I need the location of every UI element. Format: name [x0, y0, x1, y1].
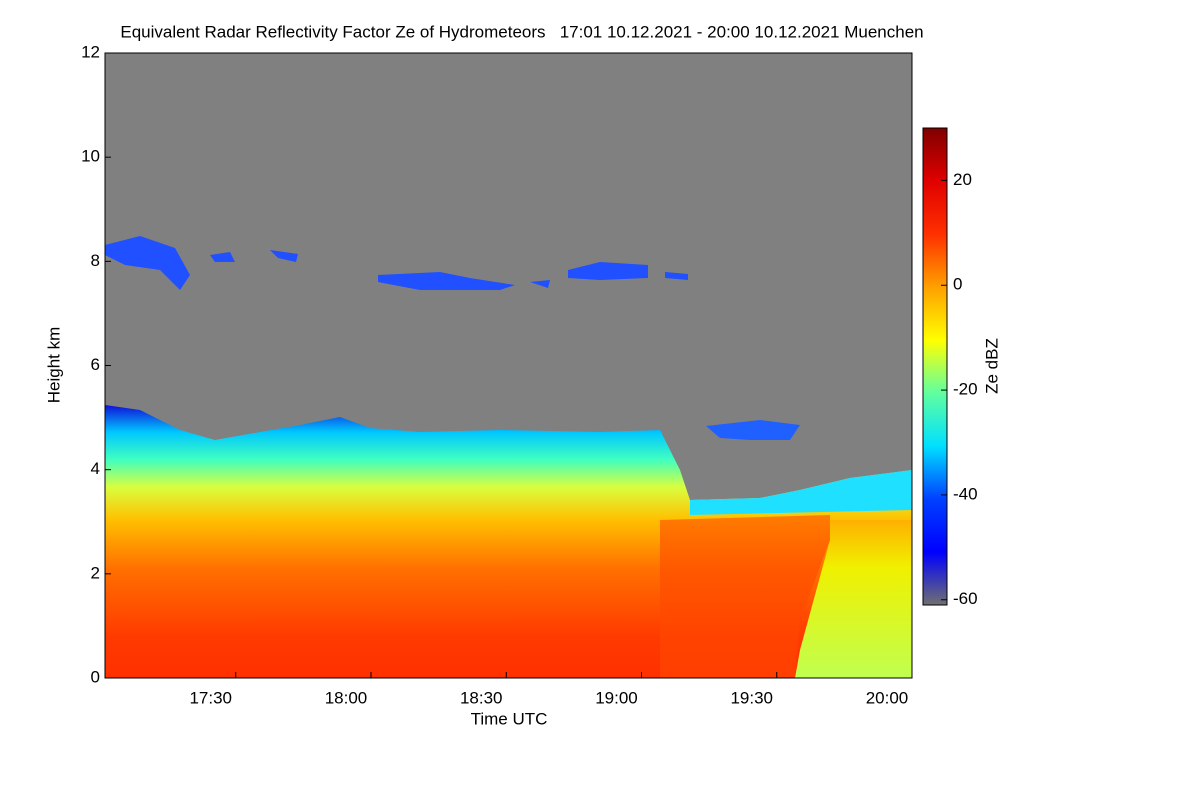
y-tick-label: 4 — [91, 459, 100, 478]
y-tick-label: 2 — [91, 563, 100, 582]
x-axis-label: Time UTC — [471, 709, 548, 728]
y-tick-label: 10 — [81, 147, 100, 166]
x-tick-label: 19:30 — [730, 688, 773, 707]
x-tick-label: 17:30 — [189, 688, 232, 707]
x-tick-label: 20:00 — [866, 688, 909, 707]
colorbar-tick-label: -60 — [953, 589, 978, 608]
x-tick-label: 18:30 — [460, 688, 503, 707]
colorbar — [922, 127, 948, 606]
y-tick-label: 0 — [91, 667, 100, 686]
y-tick-label: 8 — [91, 251, 100, 270]
colorbar-tick-label: -20 — [953, 380, 978, 399]
x-tick-label: 19:00 — [595, 688, 638, 707]
colorbar-tick-label: -40 — [953, 484, 978, 503]
chart-title: Equivalent Radar Reflectivity Factor Ze … — [120, 22, 923, 41]
y-tick-label: 12 — [81, 42, 100, 61]
reflectivity-field — [105, 53, 912, 678]
y-axis-label: Height km — [44, 327, 63, 404]
x-tick-label: 18:00 — [325, 688, 368, 707]
colorbar-tick-label: 0 — [953, 275, 962, 294]
colorbar-tick-label: 20 — [953, 170, 972, 189]
y-tick-label: 6 — [91, 355, 100, 374]
colorbar-label: Ze dBZ — [982, 338, 1001, 394]
